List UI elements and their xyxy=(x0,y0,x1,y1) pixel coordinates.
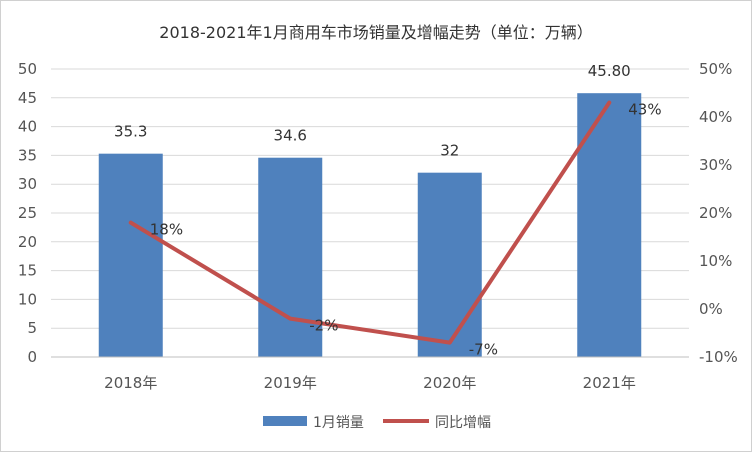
bar-series xyxy=(98,93,642,357)
right-tick-label: 20% xyxy=(699,204,732,222)
line-point xyxy=(129,221,133,225)
line-point xyxy=(288,317,292,321)
legend-bar-swatch xyxy=(263,416,307,426)
x-tick-label: 2021年 xyxy=(583,374,636,392)
line-series xyxy=(128,100,612,345)
bar-value-label: 32 xyxy=(440,142,459,160)
right-tick-label: -10% xyxy=(699,348,738,366)
left-tick-label: 35 xyxy=(18,146,37,164)
growth-line xyxy=(128,100,612,345)
x-tick-label: 2018年 xyxy=(104,374,157,392)
bar-value-label: 34.6 xyxy=(274,127,307,145)
x-axis: 2018年 2019年 2020年 2021年 xyxy=(51,356,689,392)
bar xyxy=(417,172,482,357)
right-tick-label: 30% xyxy=(699,156,732,174)
x-tick-label: 2019年 xyxy=(264,374,317,392)
left-tick-label: 15 xyxy=(18,262,37,280)
right-tick-label: 10% xyxy=(699,252,732,270)
left-tick-label: 0 xyxy=(27,348,37,366)
line-value-label: -2% xyxy=(309,317,338,335)
right-tick-label: 50% xyxy=(699,60,732,78)
right-tick-label: 0% xyxy=(699,300,723,318)
left-tick-label: 25 xyxy=(18,204,37,222)
line-value-label: -7% xyxy=(469,341,498,359)
right-tick-label: 40% xyxy=(699,108,732,126)
left-tick-label: 5 xyxy=(27,319,37,337)
left-tick-label: 20 xyxy=(18,233,37,251)
bar-value-label: 35.3 xyxy=(114,123,147,141)
bar xyxy=(98,153,163,357)
legend-bar-label: 1月销量 xyxy=(313,415,364,431)
line-value-label: 18% xyxy=(150,221,183,239)
left-tick-label: 50 xyxy=(18,60,37,78)
line-point xyxy=(607,101,611,105)
left-tick-label: 10 xyxy=(18,290,37,308)
data-labels: 35.3 34.6 32 45.80 18% -2% -7% 43% xyxy=(114,62,662,358)
right-axis: -10% 0% 10% 20% 30% 40% 50% xyxy=(699,60,738,366)
left-tick-label: 45 xyxy=(18,89,37,107)
line-value-label: 43% xyxy=(628,101,661,119)
chart-title: 2018-2021年1月商用车市场销量及增幅走势（单位：万辆） xyxy=(159,23,592,42)
line-point xyxy=(448,341,452,345)
left-tick-label: 40 xyxy=(18,118,37,136)
left-tick-label: 30 xyxy=(18,175,37,193)
legend: 1月销量 同比增幅 xyxy=(263,415,491,431)
left-axis: 0 5 10 15 20 25 30 35 40 45 50 xyxy=(18,60,37,366)
legend-line-label: 同比增幅 xyxy=(435,415,491,431)
x-tick-label: 2020年 xyxy=(423,374,476,392)
bar-value-label: 45.80 xyxy=(588,62,631,80)
